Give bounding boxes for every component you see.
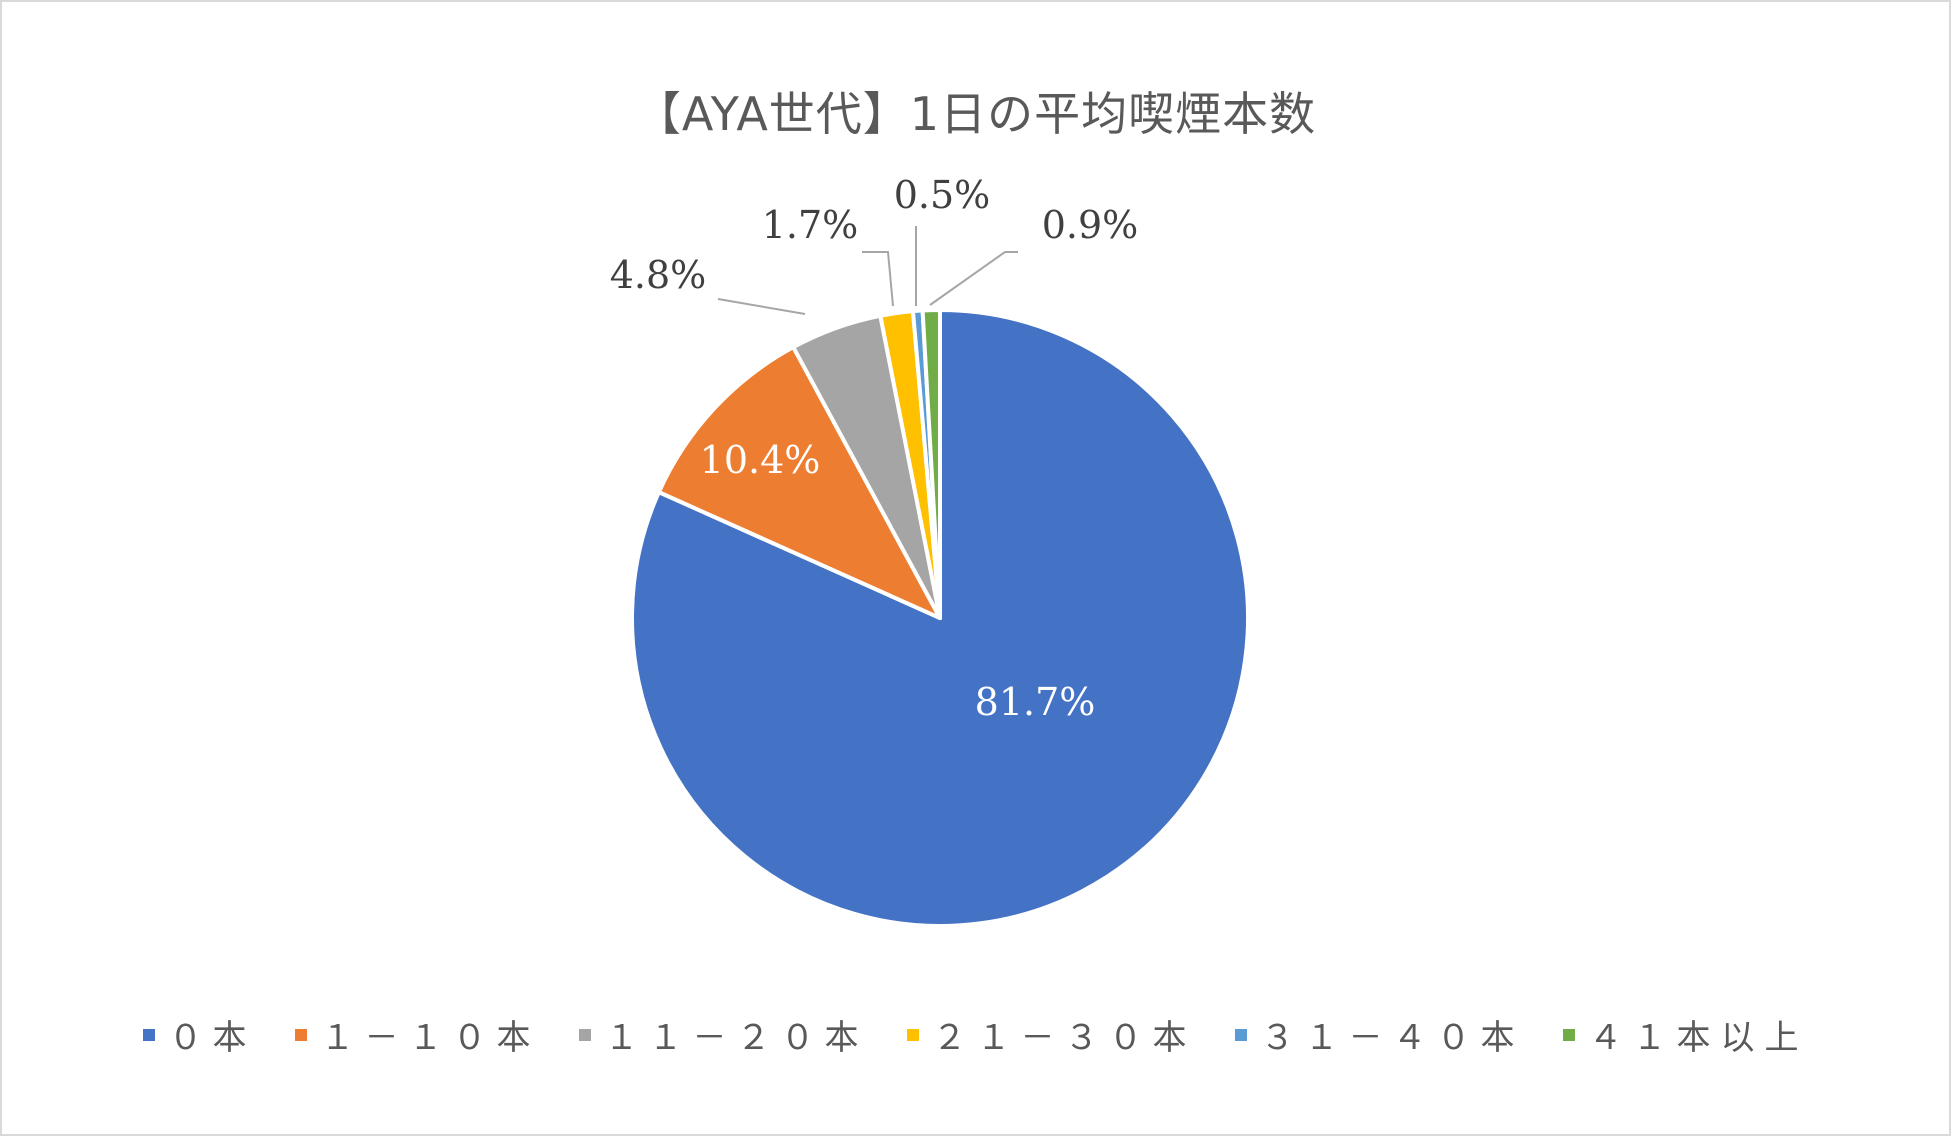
data-label: 0.5% [894, 173, 991, 217]
legend-item: ０本 [142, 1010, 257, 1059]
legend-label: ３１－４０本 [1260, 1018, 1525, 1058]
pie-slice [630, 308, 1250, 928]
legend-label: １－１０本 [320, 1018, 541, 1058]
legend-item: １１－２０本 [578, 1010, 869, 1059]
chart-title: 【AYA世代】1日の平均喫煙本数 [634, 87, 1317, 141]
legend-item: ２１－３０本 [906, 1010, 1197, 1059]
legend: ０本 １－１０本 １１－２０本 ２１－３０本 ３１－４０本 ４１本以上 [0, 1010, 1951, 1059]
legend-item: １－１０本 [294, 1010, 541, 1059]
leader-line [929, 251, 1018, 306]
legend-swatch [1562, 1028, 1575, 1041]
data-label: 81.7% [975, 680, 1096, 724]
data-label: 10.4% [700, 438, 821, 482]
legend-label: ０本 [168, 1018, 257, 1058]
legend-swatch [578, 1028, 591, 1041]
legend-swatch [906, 1028, 919, 1041]
legend-swatch [142, 1028, 155, 1041]
legend-label: ２１－３０本 [932, 1018, 1197, 1058]
leader-line [717, 298, 806, 315]
legend-swatch [1234, 1028, 1247, 1041]
data-label: 1.7% [762, 203, 859, 247]
pie-slice [920, 308, 942, 620]
legend-label: １１－２０本 [604, 1018, 869, 1058]
legend-swatch [294, 1028, 307, 1041]
data-label: 0.9% [1042, 203, 1139, 247]
data-label: 4.8% [610, 253, 707, 297]
legend-item: ４１本以上 [1562, 1010, 1809, 1059]
pie-slice [656, 345, 942, 620]
leader-line [862, 251, 894, 307]
legend-label: ４１本以上 [1588, 1018, 1809, 1058]
legend-item: ３１－４０本 [1234, 1010, 1525, 1059]
